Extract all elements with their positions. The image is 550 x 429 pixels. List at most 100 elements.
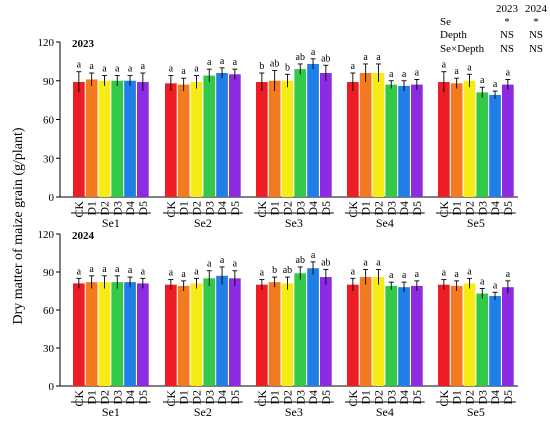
panel-2023: 0 30 60 90 120 2023 Se1 a CK a D1 a D2 a D3 a D4 a D5 Se2 a C… bbox=[38, 37, 518, 230]
significance-letter: a bbox=[194, 266, 199, 277]
category-label: D4 bbox=[123, 201, 137, 216]
significance-letter: b bbox=[285, 62, 290, 73]
y-tick-label: 60 bbox=[43, 115, 55, 127]
bar bbox=[229, 278, 241, 386]
bar bbox=[216, 73, 228, 197]
significance-table: 2023 2024 Se * * Depth NS NS Se×Depth NS… bbox=[440, 3, 548, 55]
significance-letter: a bbox=[415, 67, 420, 78]
significance-letter: ab bbox=[321, 257, 330, 268]
bar bbox=[320, 277, 332, 386]
bar bbox=[281, 80, 294, 197]
bar bbox=[438, 82, 450, 197]
category-label: D3 bbox=[384, 201, 398, 216]
category-label: D2 bbox=[189, 390, 203, 405]
category-label: D4 bbox=[306, 201, 320, 216]
significance-letter: a bbox=[77, 60, 82, 71]
significance-letter: ab bbox=[296, 255, 305, 266]
significance-letter: a bbox=[89, 264, 94, 275]
y-tick-label: 90 bbox=[43, 76, 55, 88]
bar bbox=[85, 282, 98, 386]
bar bbox=[398, 287, 410, 386]
significance-letter: a bbox=[233, 259, 238, 270]
significance-letter: a bbox=[351, 61, 356, 72]
group-label: Se1 bbox=[102, 216, 120, 230]
significance-letter: a bbox=[493, 79, 498, 90]
bar bbox=[385, 84, 398, 197]
significance-letter: ab bbox=[296, 52, 305, 63]
category-label: D3 bbox=[202, 201, 216, 216]
y-tick-label: 30 bbox=[43, 153, 55, 165]
group-label: Se2 bbox=[194, 405, 212, 419]
category-label: D3 bbox=[110, 390, 124, 405]
bar bbox=[137, 283, 149, 386]
category-label: D2 bbox=[371, 201, 385, 216]
category-label: D4 bbox=[397, 201, 411, 216]
category-label: D5 bbox=[136, 390, 150, 405]
bar bbox=[294, 69, 307, 197]
y-tick-label: 120 bbox=[38, 229, 55, 241]
significance-letter: a bbox=[363, 52, 368, 63]
significance-letter: a bbox=[220, 56, 225, 67]
significance-letter: a bbox=[115, 64, 120, 75]
bar bbox=[165, 284, 177, 386]
bar bbox=[190, 82, 203, 197]
category-label: D3 bbox=[475, 201, 489, 216]
bar bbox=[463, 283, 476, 386]
significance-letter: ab bbox=[270, 58, 279, 69]
category-label: D1 bbox=[85, 390, 99, 405]
category-label: D1 bbox=[450, 201, 464, 216]
category-label: CK bbox=[255, 390, 269, 407]
significance-letter: a bbox=[102, 264, 107, 275]
bar bbox=[347, 284, 359, 386]
category-label: D2 bbox=[371, 390, 385, 405]
group-label: Se3 bbox=[285, 405, 303, 419]
significance-letter: a bbox=[389, 270, 394, 281]
bar bbox=[359, 277, 372, 386]
bar bbox=[411, 285, 423, 386]
category-label: D5 bbox=[501, 201, 515, 216]
significance-letter: a bbox=[442, 60, 447, 71]
significance-letter: a bbox=[169, 268, 174, 279]
significance-letter: a bbox=[467, 62, 472, 73]
category-label: CK bbox=[255, 201, 269, 218]
group-label: Se5 bbox=[467, 405, 485, 419]
significance-letter: a bbox=[480, 276, 485, 287]
category-label: D1 bbox=[268, 390, 282, 405]
category-label: D3 bbox=[384, 390, 398, 405]
significance-letter: a bbox=[207, 259, 212, 270]
bar bbox=[450, 285, 463, 386]
bar bbox=[372, 73, 385, 197]
bar bbox=[463, 80, 476, 197]
significance-letter: a bbox=[311, 250, 316, 261]
category-label: D4 bbox=[397, 390, 411, 405]
category-label: D5 bbox=[228, 201, 242, 216]
significance-letter: a bbox=[480, 75, 485, 86]
category-label: D1 bbox=[359, 390, 373, 405]
panel-2024: 0 30 60 90 120 2024 Se1 a CK a D1 a D2 a D3 a D4 a D5 Se2 a C… bbox=[38, 229, 518, 419]
group-label: Se5 bbox=[467, 216, 485, 230]
significance-letter: a bbox=[141, 266, 146, 277]
category-label: D4 bbox=[215, 201, 229, 216]
sig-value: NS bbox=[500, 43, 514, 55]
sig-value: NS bbox=[500, 29, 514, 41]
significance-letter: a bbox=[141, 61, 146, 72]
bar bbox=[438, 284, 450, 386]
category-label: D5 bbox=[410, 201, 424, 216]
bar bbox=[190, 283, 203, 386]
y-tick-label: 30 bbox=[43, 343, 55, 355]
sig-row-label: Se bbox=[440, 16, 451, 28]
bar bbox=[307, 63, 319, 198]
category-label: D2 bbox=[97, 390, 111, 405]
bar bbox=[489, 296, 501, 386]
bar bbox=[268, 80, 281, 197]
sig-header-2023: 2023 bbox=[496, 3, 519, 15]
category-label: D5 bbox=[228, 390, 242, 405]
bar bbox=[124, 282, 136, 386]
bar bbox=[203, 278, 216, 386]
bar bbox=[98, 80, 111, 197]
sig-value: NS bbox=[529, 29, 543, 41]
bar bbox=[502, 84, 514, 197]
significance-letter: a bbox=[233, 57, 238, 68]
significance-letter: a bbox=[389, 69, 394, 80]
